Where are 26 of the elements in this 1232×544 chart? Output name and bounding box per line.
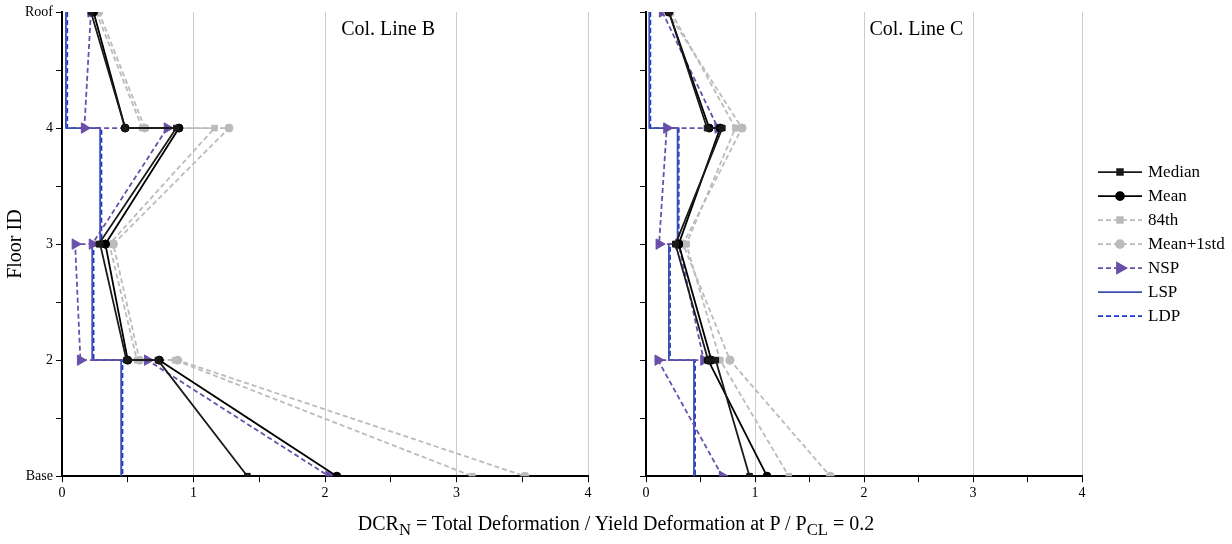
legend-label: Median bbox=[1148, 161, 1201, 181]
x-axis-title: DCR$_{N}$ = Total Deformation / Yield Deformation at P / P$_{CL}$ = 0.2 bbox=[356, 512, 876, 540]
y-tick-label: 4 bbox=[46, 119, 53, 135]
y-tick-label: Roof bbox=[25, 3, 54, 19]
y-axis-title: Floor ID bbox=[3, 209, 26, 279]
x-tick-label: 2 bbox=[321, 485, 329, 501]
x-tick-label: 1 bbox=[190, 485, 197, 501]
x-tick-label: 1 bbox=[751, 485, 759, 501]
y-tick-label: 3 bbox=[46, 235, 53, 251]
legend-label: Mean+1std bbox=[1148, 233, 1226, 253]
x-tick-label: 0 bbox=[642, 485, 650, 501]
legend-label: 84th bbox=[1148, 209, 1179, 229]
y-tick-label: Base bbox=[25, 467, 53, 483]
x-tick-label: 3 bbox=[969, 485, 977, 501]
chart-title: Col. Line B bbox=[341, 17, 436, 40]
x-tick-label: 3 bbox=[453, 485, 460, 501]
y-tick-label: 2 bbox=[46, 351, 53, 367]
x-tick-label: 4 bbox=[1078, 485, 1086, 501]
x-tick-label: 4 bbox=[584, 485, 592, 501]
x-tick-label: 0 bbox=[58, 485, 66, 501]
legend-label: LDP bbox=[1148, 305, 1181, 325]
chart-title: Col. Line C bbox=[869, 17, 964, 40]
legend-label: LSP bbox=[1148, 281, 1178, 301]
legend-label: NSP bbox=[1148, 257, 1180, 277]
x-tick-label: 2 bbox=[860, 485, 868, 501]
legend-label: Mean bbox=[1148, 185, 1188, 205]
